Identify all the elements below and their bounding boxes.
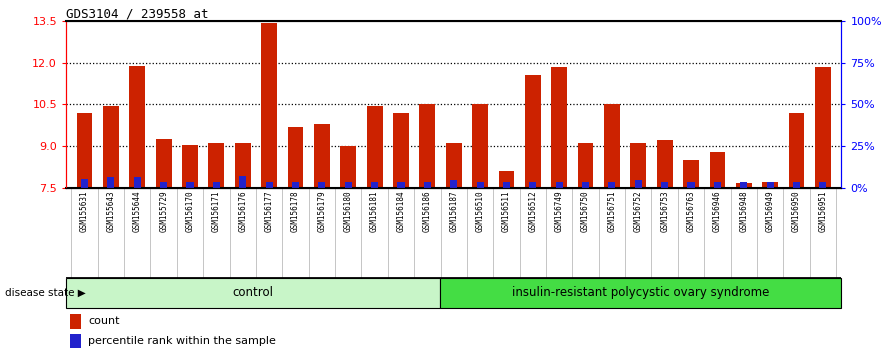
Text: GSM156187: GSM156187 bbox=[449, 190, 458, 232]
Text: GSM155631: GSM155631 bbox=[80, 190, 89, 232]
Text: GSM156749: GSM156749 bbox=[555, 190, 564, 232]
Bar bbox=[450, 180, 457, 188]
Bar bbox=[66, 278, 440, 308]
Bar bbox=[424, 182, 431, 188]
Bar bbox=[371, 182, 378, 188]
Bar bbox=[292, 182, 299, 188]
Text: GSM156170: GSM156170 bbox=[186, 190, 195, 232]
Bar bbox=[366, 106, 382, 188]
Bar bbox=[766, 182, 774, 188]
Bar bbox=[187, 182, 194, 188]
Bar bbox=[683, 160, 699, 188]
Text: GSM156510: GSM156510 bbox=[476, 190, 485, 232]
Text: GSM156179: GSM156179 bbox=[317, 190, 326, 232]
Bar bbox=[419, 104, 435, 188]
Bar bbox=[793, 182, 800, 188]
Bar bbox=[156, 139, 172, 188]
Text: GSM155729: GSM155729 bbox=[159, 190, 168, 232]
Bar bbox=[77, 113, 93, 188]
Text: GSM155644: GSM155644 bbox=[133, 190, 142, 232]
Bar bbox=[609, 182, 616, 188]
Bar bbox=[740, 182, 747, 188]
Text: GSM156171: GSM156171 bbox=[212, 190, 221, 232]
Text: GSM156948: GSM156948 bbox=[739, 190, 748, 232]
Text: GSM156184: GSM156184 bbox=[396, 190, 405, 232]
Bar bbox=[314, 124, 329, 188]
Text: GSM156180: GSM156180 bbox=[344, 190, 352, 232]
Text: GSM156951: GSM156951 bbox=[818, 190, 827, 232]
Bar bbox=[81, 179, 88, 188]
Bar bbox=[287, 127, 303, 188]
Bar bbox=[160, 182, 167, 188]
Text: GSM156186: GSM156186 bbox=[423, 190, 432, 232]
Bar bbox=[631, 143, 647, 188]
Text: control: control bbox=[233, 286, 274, 299]
Bar bbox=[130, 65, 145, 188]
Bar bbox=[134, 177, 141, 188]
Bar bbox=[209, 143, 225, 188]
Text: GSM156177: GSM156177 bbox=[264, 190, 274, 232]
Text: GSM156753: GSM156753 bbox=[660, 190, 670, 232]
Text: GSM156750: GSM156750 bbox=[581, 190, 590, 232]
Text: GSM156950: GSM156950 bbox=[792, 190, 801, 232]
Bar bbox=[815, 67, 831, 188]
Bar bbox=[582, 182, 589, 188]
Bar bbox=[736, 183, 751, 188]
Bar bbox=[634, 180, 642, 188]
Bar bbox=[529, 182, 537, 188]
Text: percentile rank within the sample: percentile rank within the sample bbox=[88, 336, 276, 346]
Text: GSM156181: GSM156181 bbox=[370, 190, 379, 232]
Bar bbox=[503, 182, 510, 188]
Text: GSM156511: GSM156511 bbox=[502, 190, 511, 232]
Bar bbox=[477, 182, 484, 188]
Bar bbox=[340, 146, 356, 188]
Bar bbox=[440, 278, 841, 308]
Bar bbox=[446, 143, 462, 188]
Bar bbox=[762, 182, 778, 188]
Text: GSM156512: GSM156512 bbox=[529, 190, 537, 232]
Bar bbox=[103, 106, 119, 188]
Bar bbox=[709, 152, 725, 188]
Bar bbox=[499, 171, 515, 188]
Text: GSM156176: GSM156176 bbox=[238, 190, 248, 232]
Bar bbox=[397, 182, 404, 188]
Bar bbox=[213, 182, 220, 188]
Bar bbox=[393, 113, 409, 188]
Bar bbox=[714, 182, 721, 188]
Bar bbox=[604, 104, 620, 188]
Bar bbox=[265, 182, 273, 188]
Text: disease state ▶: disease state ▶ bbox=[5, 288, 86, 298]
Bar bbox=[107, 177, 115, 188]
Bar bbox=[318, 182, 325, 188]
Bar bbox=[344, 182, 352, 188]
Text: GSM156752: GSM156752 bbox=[633, 190, 643, 232]
Text: insulin-resistant polycystic ovary syndrome: insulin-resistant polycystic ovary syndr… bbox=[512, 286, 769, 299]
Bar bbox=[788, 113, 804, 188]
Bar bbox=[687, 182, 694, 188]
Bar bbox=[525, 75, 541, 188]
Bar bbox=[578, 143, 594, 188]
Bar bbox=[819, 182, 826, 188]
Text: GSM156949: GSM156949 bbox=[766, 190, 774, 232]
Bar bbox=[552, 67, 567, 188]
Bar bbox=[661, 182, 668, 188]
Text: GSM155643: GSM155643 bbox=[107, 190, 115, 232]
Bar bbox=[261, 23, 277, 188]
Bar bbox=[656, 141, 672, 188]
Text: GSM156178: GSM156178 bbox=[291, 190, 300, 232]
Bar bbox=[472, 104, 488, 188]
Bar bbox=[182, 145, 198, 188]
Text: count: count bbox=[88, 316, 120, 326]
Bar bbox=[70, 314, 81, 329]
Text: GSM156946: GSM156946 bbox=[713, 190, 722, 232]
Text: GSM156763: GSM156763 bbox=[686, 190, 695, 232]
Text: GSM156751: GSM156751 bbox=[607, 190, 617, 232]
Text: GDS3104 / 239558_at: GDS3104 / 239558_at bbox=[66, 7, 209, 20]
Bar bbox=[70, 334, 81, 348]
Bar bbox=[235, 143, 251, 188]
Bar bbox=[556, 182, 563, 188]
Bar bbox=[240, 176, 247, 188]
